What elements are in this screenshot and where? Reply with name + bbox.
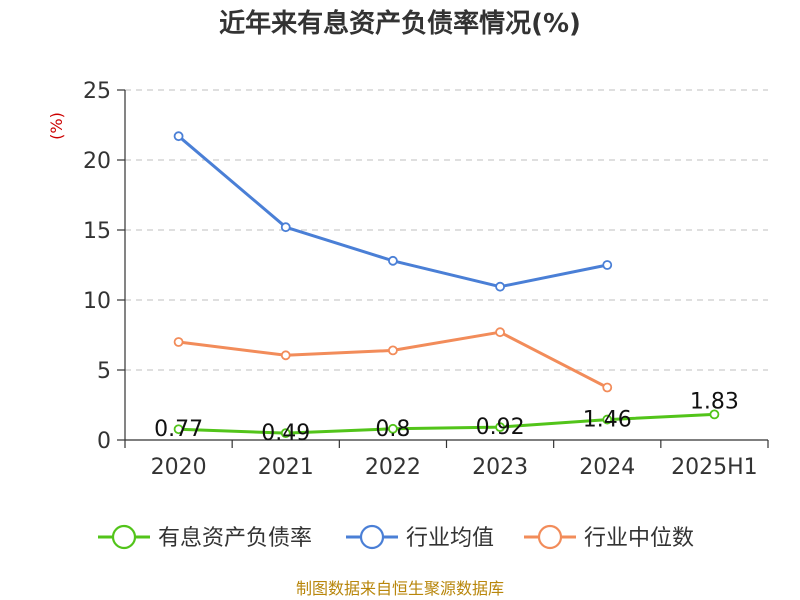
data-point xyxy=(495,281,505,292)
x-tick-label: 2022 xyxy=(365,455,421,480)
y-tick-label: 20 xyxy=(83,149,111,174)
data-label: 0.92 xyxy=(476,415,525,440)
data-label: 0.77 xyxy=(154,417,203,442)
data-point xyxy=(495,327,505,338)
y-tick-label: 25 xyxy=(83,79,111,104)
data-point xyxy=(280,222,291,233)
data-point xyxy=(495,422,505,433)
legend-marker xyxy=(111,524,137,550)
legend-label: 行业中位数 xyxy=(584,526,694,551)
y-tick-label: 15 xyxy=(83,219,111,244)
series xyxy=(173,131,720,439)
legend[interactable]: 有息资产负债率 行业均值 行业中位数 xyxy=(98,524,694,551)
data-point xyxy=(388,345,398,356)
source-note: 制图数据来自恒生聚源数据库 xyxy=(296,579,504,598)
data-label: 0.8 xyxy=(375,417,410,442)
x-tick-label: 2024 xyxy=(579,455,635,480)
data-point xyxy=(280,350,291,361)
data-label: 1.83 xyxy=(690,389,739,414)
series-line xyxy=(178,412,715,435)
chart-title: 近年来有息资产负债率情况(%) xyxy=(219,8,581,39)
x-tick-label: 2020 xyxy=(151,455,207,480)
x-tick-label: 2025H1 xyxy=(671,455,758,480)
data-point xyxy=(173,337,184,347)
axes: 0 5 10 15 20 25 2020 2021 2022 2023 2024 2025H1 xyxy=(83,79,769,480)
x-tick-label: 2023 xyxy=(472,455,528,480)
legend-label: 有息资产负债率 xyxy=(158,526,312,551)
y-axis-unit: (%) xyxy=(47,112,66,140)
data-point xyxy=(280,428,291,439)
legend-marker xyxy=(359,524,385,550)
data-point xyxy=(388,255,398,266)
y-tick-label: 5 xyxy=(97,359,111,384)
data-labels: 0.77 0.49 0.8 0.92 1.46 1.83 xyxy=(154,389,739,446)
grid xyxy=(125,89,768,371)
data-point xyxy=(602,382,613,393)
data-point xyxy=(173,131,184,142)
legend-marker xyxy=(537,524,563,550)
legend-label: 行业均值 xyxy=(406,526,494,551)
series-line xyxy=(178,330,608,389)
data-label: 0.49 xyxy=(261,421,310,446)
data-point xyxy=(709,409,720,420)
y-tick-label: 0 xyxy=(97,429,111,454)
y-tick-label: 10 xyxy=(83,289,111,314)
data-point xyxy=(602,260,613,270)
x-tick-label: 2021 xyxy=(258,455,314,480)
data-point xyxy=(388,423,398,434)
data-point xyxy=(173,424,184,435)
data-label: 1.46 xyxy=(583,408,632,433)
data-point xyxy=(602,414,613,425)
